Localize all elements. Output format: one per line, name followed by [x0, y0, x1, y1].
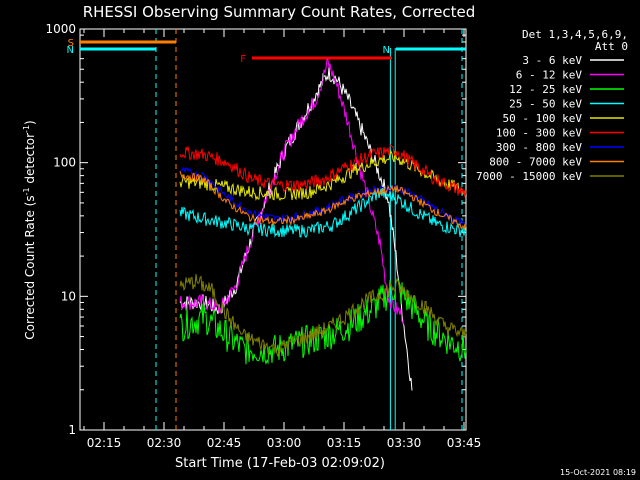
attenuator-markers [155, 29, 463, 430]
y-tick-label: 100 [53, 156, 76, 170]
x-axis: 02:15 02:30 02:45 03:00 03:15 03:30 03:45 [83, 29, 482, 450]
x-axis-label: Start Time (17-Feb-03 02:09:02) [175, 456, 385, 471]
x-tick-label: 03:00 [267, 436, 302, 450]
footer-timestamp: 15-Oct-2021 08:19 [560, 468, 636, 477]
x-tick-label: 03:45 [447, 436, 482, 450]
legend-label: 50 - 100 keV [503, 112, 583, 125]
legend-label: 300 - 800 keV [496, 141, 582, 154]
series-line-8 [179, 170, 467, 230]
legend-label: 7000 - 15000 keV [476, 170, 582, 183]
y-axis: 1 10 100 1000 [45, 22, 466, 437]
legend-header: Det 1,3,4,5,6,9, [522, 28, 628, 41]
chart-title: RHESSI Observing Summary Count Rates, Co… [83, 3, 476, 21]
series-line-9 [179, 273, 467, 357]
y-axis-label: Corrected Count Rate (s-1 detector-1) [22, 120, 37, 339]
legend-label: 6 - 12 keV [516, 69, 583, 82]
flag-bar-label: N [383, 45, 390, 56]
series-line-4 [179, 187, 467, 239]
legend-label: 800 - 7000 keV [489, 156, 582, 169]
y-tick-label: 10 [61, 289, 76, 303]
x-tick-label: 03:30 [387, 436, 422, 450]
flag-bar-label: S [68, 38, 74, 49]
x-tick-label: 02:45 [207, 436, 242, 450]
plot-frame [79, 28, 467, 431]
legend-label: 12 - 25 keV [509, 83, 582, 96]
x-tick-label: 02:15 [87, 436, 122, 450]
series-line-6 [179, 144, 467, 198]
y-tick-label: 1000 [45, 22, 76, 36]
flag-bar-label: F [240, 54, 246, 65]
x-tick-label: 02:30 [147, 436, 182, 450]
y-tick-label: 1 [68, 423, 76, 437]
flag-bar-label: N [67, 45, 74, 56]
x-tick-label: 03:15 [327, 436, 362, 450]
series-line-5 [179, 150, 467, 202]
series-line-3 [179, 278, 467, 365]
legend-header: Att 0 [595, 40, 628, 53]
series-lines [179, 58, 467, 391]
legend-label: 25 - 50 keV [509, 98, 582, 111]
legend-label: 3 - 6 keV [522, 54, 582, 67]
flag-bars: SN NF [67, 38, 466, 65]
legend-label: 100 - 300 keV [496, 127, 582, 140]
legend: Det 1,3,4,5,6,9,Att 0 3 - 6 keV 6 - 12 keV… [476, 28, 628, 183]
